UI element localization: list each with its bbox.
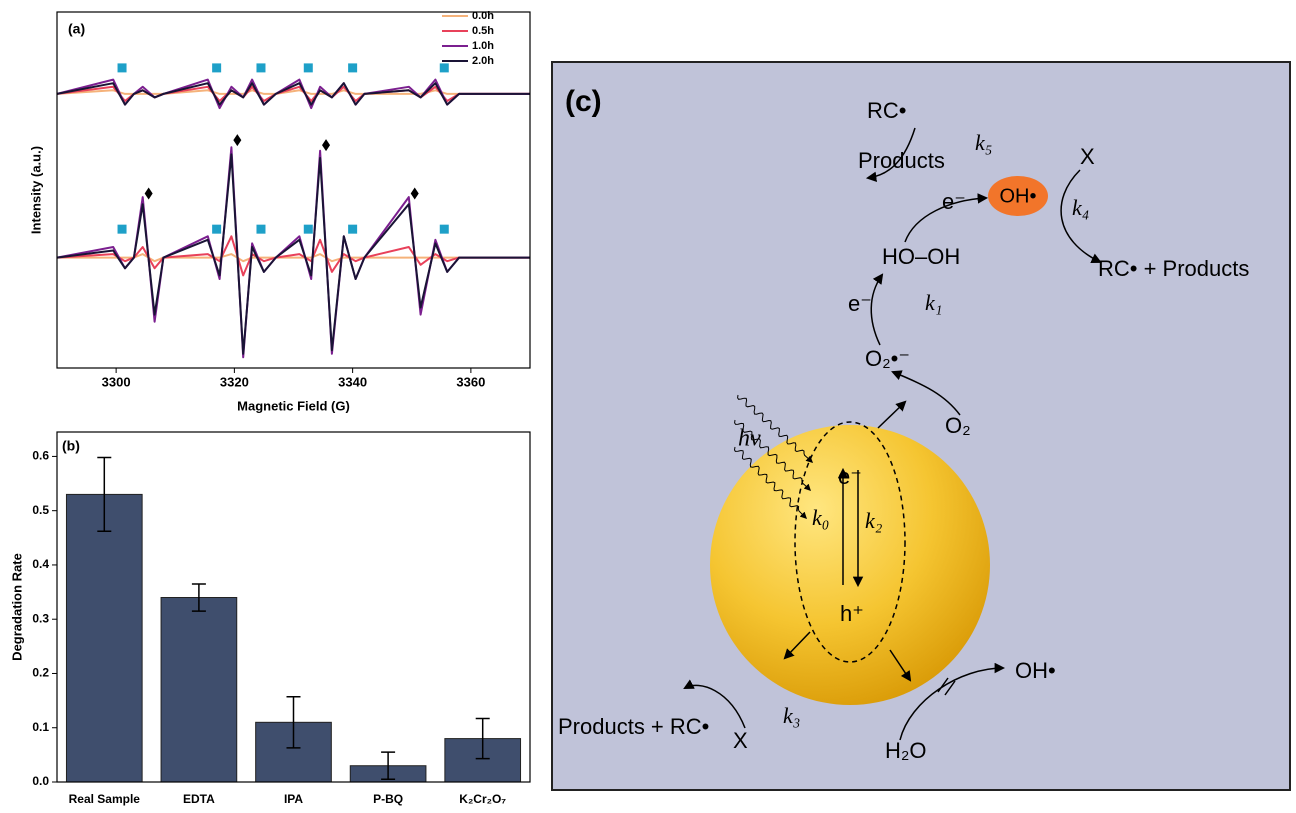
arrow xyxy=(870,273,884,346)
label: k₁ xyxy=(925,290,942,315)
square-marker xyxy=(117,63,127,73)
x-tick-label: 3360 xyxy=(456,374,485,389)
light-wave xyxy=(734,419,811,491)
plot-frame xyxy=(56,431,531,783)
x-axis-label: Magnetic Field (G) xyxy=(237,398,350,413)
arrow xyxy=(891,370,961,416)
label: k₅ xyxy=(975,130,992,155)
dashed-ellipse xyxy=(794,421,906,663)
x-tick-label: 3320 xyxy=(220,374,249,389)
label: RC• xyxy=(867,98,906,123)
legend-label: 0.0h xyxy=(472,10,494,22)
label: Products xyxy=(858,148,945,173)
y-tick-label: 0.5 xyxy=(32,503,49,517)
label: k₄ xyxy=(1072,195,1089,220)
spectrum-line xyxy=(56,82,530,106)
legend-label: 1.0h xyxy=(472,40,494,52)
label: X xyxy=(733,728,748,753)
label: e⁻ xyxy=(838,464,862,489)
square-marker xyxy=(439,224,449,234)
x-tick-label: K₂Cr₂O₇ xyxy=(459,792,506,806)
diamond-marker xyxy=(322,139,331,152)
y-tick-label: 0.1 xyxy=(32,720,49,734)
legend-label: 2.0h xyxy=(472,55,494,67)
label: k₀ xyxy=(812,505,829,530)
diamond-marker xyxy=(233,134,242,147)
legend-label: 0.5h xyxy=(472,25,494,37)
arrow xyxy=(877,400,907,429)
particle xyxy=(710,425,990,705)
y-tick-label: 0.0 xyxy=(32,774,49,788)
arrows xyxy=(683,127,1102,741)
x-tick-label: EDTA xyxy=(183,792,215,806)
y-tick-label: 0.6 xyxy=(32,449,49,463)
arrow xyxy=(904,193,989,243)
label: k₂ xyxy=(865,508,883,533)
label: k₃ xyxy=(783,703,800,728)
error-bar xyxy=(286,696,301,749)
square-marker xyxy=(256,224,266,234)
panel-label: (c) xyxy=(565,85,602,118)
bar xyxy=(65,493,143,783)
arrow xyxy=(783,631,811,660)
square-marker xyxy=(348,224,358,234)
label: H₂O xyxy=(885,738,927,763)
oh-ellipse xyxy=(988,176,1048,216)
label: OH• xyxy=(999,185,1036,207)
panel-label: (a) xyxy=(68,21,85,37)
spectrum-line xyxy=(56,146,530,359)
label: h⁺ xyxy=(840,601,864,626)
label: X xyxy=(1080,144,1095,169)
x-tick-label: IPA xyxy=(284,792,303,806)
error-bar xyxy=(381,751,396,781)
label: e⁻ xyxy=(848,291,872,316)
label: e⁻ xyxy=(942,189,966,214)
square-marker xyxy=(212,63,222,73)
y-axis-label: Degradation Rate xyxy=(9,553,24,661)
label: Products + RC• xyxy=(558,714,709,739)
spectrum-line xyxy=(56,153,530,355)
error-bar xyxy=(97,456,112,533)
light-wave xyxy=(737,394,814,463)
x-tick-label: 3300 xyxy=(102,374,131,389)
square-marker xyxy=(117,224,127,234)
blocked xyxy=(937,677,956,696)
label: RC• + Products xyxy=(1098,256,1249,281)
bar xyxy=(160,597,238,783)
y-axis-label: Intensity (a.u.) xyxy=(28,146,43,234)
y-tick-label: 0.4 xyxy=(32,557,49,571)
x-tick-label: 3340 xyxy=(338,374,367,389)
label: O₂ xyxy=(945,413,971,438)
x-tick-label: Real Sample xyxy=(69,792,141,806)
label: OH• xyxy=(1015,658,1056,683)
y-tick-label: 0.2 xyxy=(32,666,49,680)
label: HO–OH xyxy=(882,244,960,269)
light-wave xyxy=(733,446,807,519)
plot-frame xyxy=(56,11,531,369)
diamond-marker xyxy=(144,187,153,200)
arrow xyxy=(865,127,916,183)
arrow xyxy=(1060,169,1102,264)
x-tick-label: P-BQ xyxy=(373,792,403,806)
diamond-marker xyxy=(410,187,419,200)
arrow xyxy=(683,679,746,729)
label: hν xyxy=(738,426,761,452)
square-marker xyxy=(303,63,313,73)
panel-label: (b) xyxy=(62,438,80,454)
error-bar xyxy=(475,717,490,760)
light-waves xyxy=(733,394,814,519)
square-marker xyxy=(256,63,266,73)
square-marker xyxy=(439,63,449,73)
arrow xyxy=(899,662,1006,741)
y-tick-label: 0.3 xyxy=(32,611,49,625)
square-marker xyxy=(348,63,358,73)
square-marker xyxy=(212,224,222,234)
arrow xyxy=(889,649,912,682)
square-marker xyxy=(303,224,313,234)
diagram: (c) RC• Products k₅ X OH• e⁻ k₄ HO–OH RC… xyxy=(551,61,1291,791)
label: O₂•⁻ xyxy=(865,346,910,371)
error-bar xyxy=(191,583,206,612)
